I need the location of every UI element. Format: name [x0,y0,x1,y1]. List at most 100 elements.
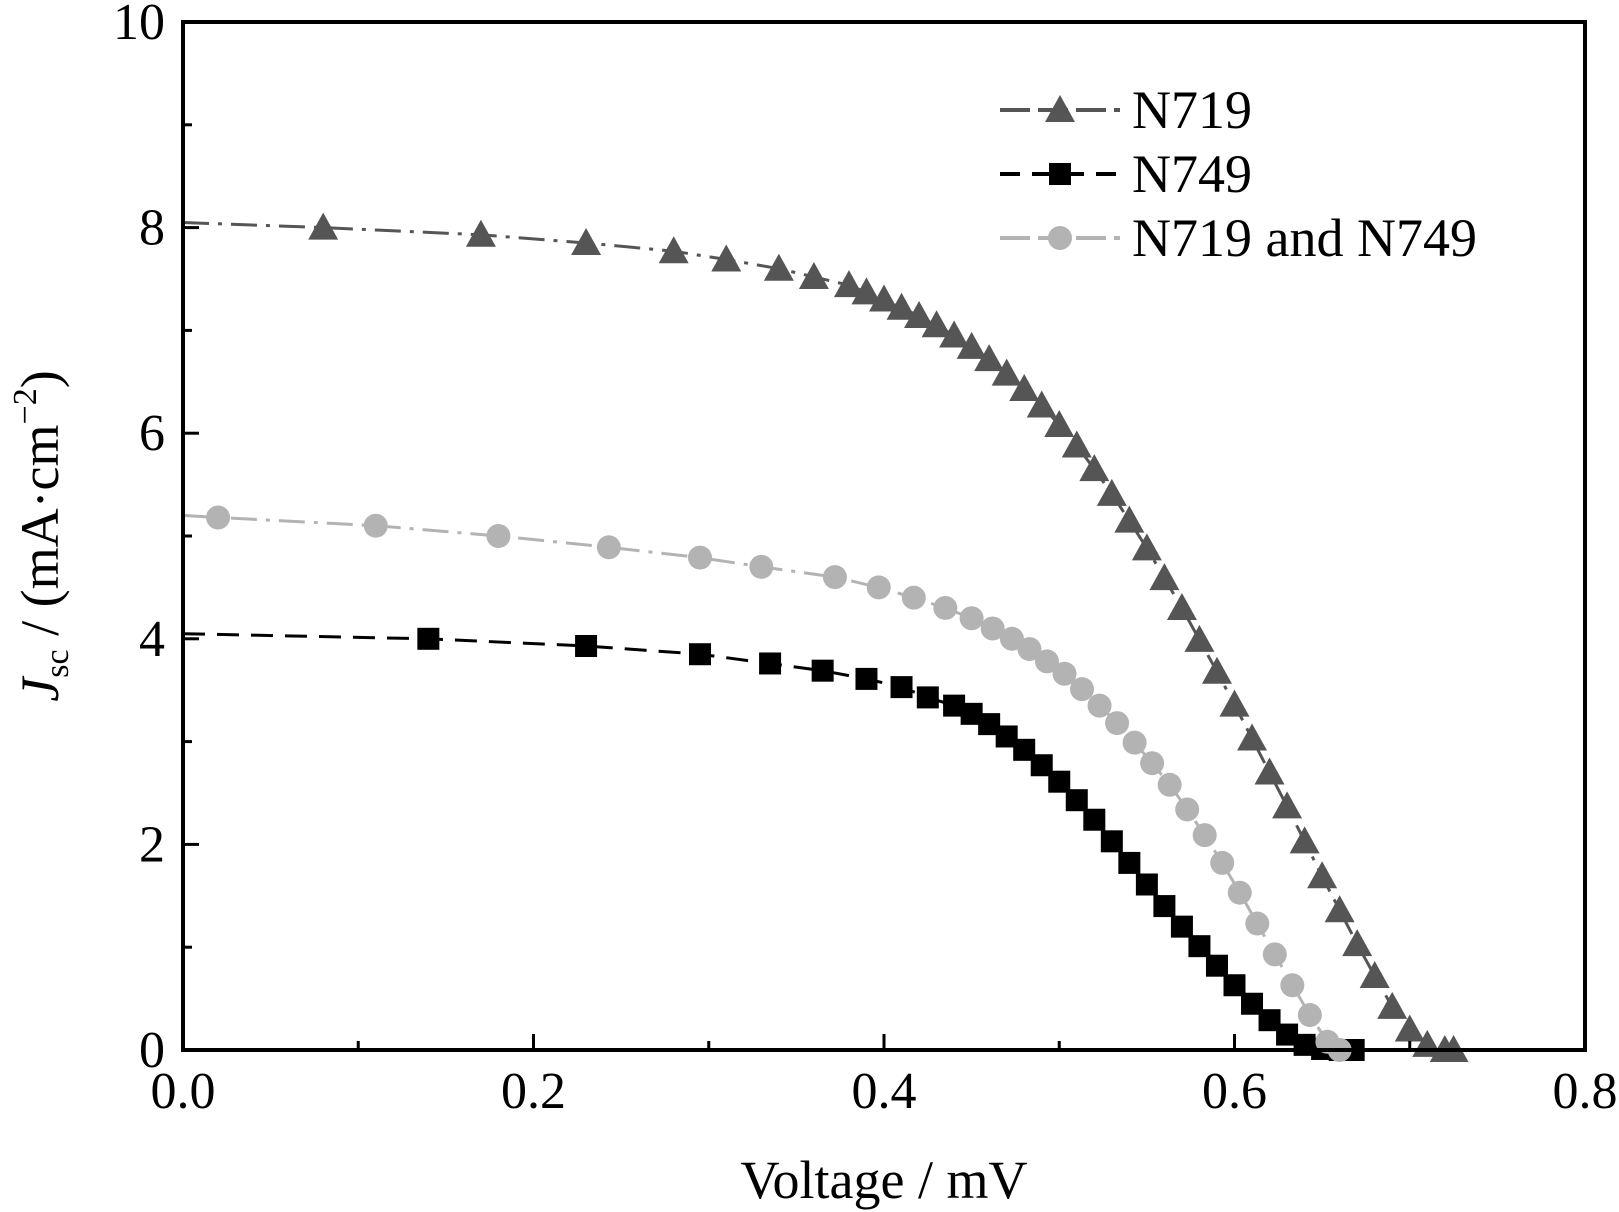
data-point [1118,851,1141,874]
data-point [956,331,987,359]
data-point [1052,661,1077,686]
data-point [1100,830,1123,853]
data-point [1135,873,1158,896]
data-point [866,575,891,600]
legend-label: N719 and N749 [1132,208,1477,268]
data-point [571,228,602,256]
x-tick-label: 0.0 [151,1063,216,1120]
x-tick-label: 0.8 [1553,1063,1618,1120]
data-point [980,616,1005,641]
data-point [1219,689,1250,717]
data-point [1254,757,1285,785]
data-point [1070,677,1095,702]
data-point [904,301,935,329]
data-point [1157,772,1182,797]
data-point [687,545,712,570]
data-point [1131,533,1162,561]
data-point [1297,1003,1322,1028]
data-point [1009,373,1040,401]
data-point [363,513,388,538]
x-tick-label: 0.2 [501,1063,566,1120]
data-point [1272,791,1303,819]
data-point [1013,738,1036,761]
data-point [1083,808,1106,831]
data-point [1227,880,1252,905]
plot-frame [181,20,1587,1052]
legend-marker [1048,226,1072,250]
data-point [749,554,774,579]
data-point [1140,751,1165,776]
data-point [1205,954,1228,977]
data-point [995,725,1018,748]
x-tick-label: 0.6 [1202,1063,1267,1120]
y-axis-subscript: sc [39,649,76,677]
data-point [991,358,1022,386]
data-point [1188,935,1211,958]
legend-label: N749 [1132,144,1252,204]
data-point [1087,693,1112,718]
ticks-layer: 0.0 0.2 0.4 0.6 0.8 0 2 4 6 8 10 [113,0,1618,1120]
data-point [943,694,966,717]
data-point [1166,592,1197,620]
data-point [1192,823,1217,848]
data-point [1210,850,1235,875]
y-axis-unit: / (mA·cm [10,424,70,649]
data-point [1079,454,1110,482]
data-point [575,634,598,657]
data-point [465,219,496,247]
data-point [206,505,231,530]
legend-label: N719 [1132,80,1252,140]
y-tick-label: 0 [139,1022,165,1079]
data-point [1096,478,1127,506]
data-point [688,643,711,666]
data-point [933,595,958,620]
data-point [1307,861,1338,889]
series-1 [182,627,1365,1061]
y-axis-label: Jsc / (mA·cm−2) [7,370,76,701]
data-point [658,236,689,264]
data-point [1184,624,1215,652]
data-point [1201,656,1232,684]
data-point [1324,895,1355,923]
y-tick-label: 8 [139,200,165,257]
data-point [1175,797,1200,822]
data-point [1258,1009,1281,1032]
data-point [921,310,952,338]
data-point [1149,563,1180,591]
data-point [1026,390,1057,418]
data-point [759,652,782,675]
data-point [1237,723,1268,751]
data-point [1223,974,1246,997]
data-point [486,524,511,548]
series-2 [182,505,1352,1062]
data-point [886,292,917,320]
data-point [822,565,847,590]
data-point [978,713,1001,736]
data-point [939,320,970,348]
y-axis-symbol: J [10,675,70,702]
data-point [851,277,882,305]
data-point [1394,1014,1425,1042]
data-point [1359,960,1390,988]
data-point [1170,915,1193,938]
data-point [1030,754,1053,777]
y-tick-label: 6 [139,405,165,462]
data-point [974,344,1005,372]
data-point [1262,942,1287,967]
data-point [763,253,794,281]
data-point [959,606,984,631]
data-point [1034,649,1059,674]
y-axis-exponent: −2 [7,388,44,424]
data-point [308,212,339,240]
data-point [855,667,878,690]
data-point [833,270,864,298]
data-point [1153,895,1176,918]
data-point [1122,730,1147,755]
data-point [1280,973,1305,998]
data-point [1377,991,1408,1019]
data-point [1061,430,1092,458]
legend-marker [1045,95,1075,122]
legend-marker [1049,163,1071,185]
legend-item: N719 and N749 [1000,208,1477,268]
